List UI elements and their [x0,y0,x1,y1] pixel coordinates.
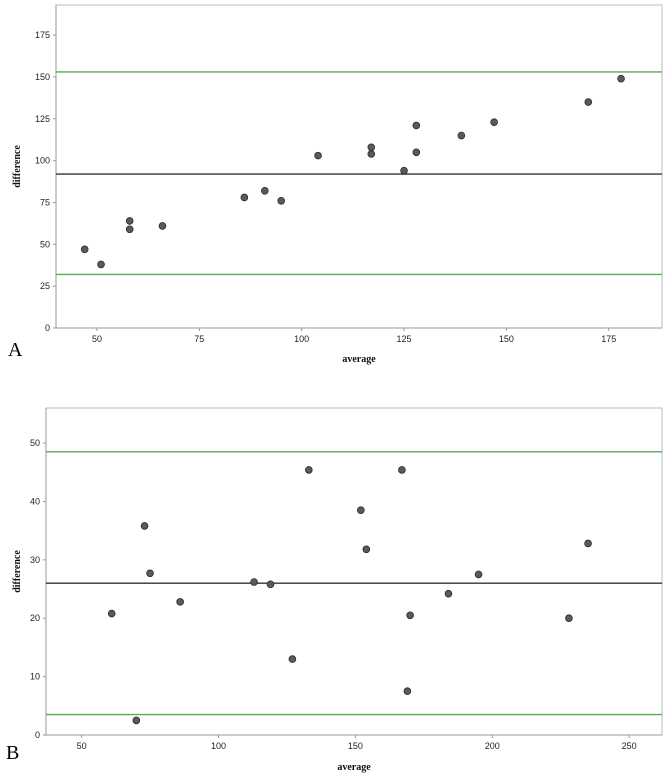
x-tick-label: 50 [92,334,102,344]
y-tick-label: 10 [30,672,40,682]
y-tick-label: 50 [30,438,40,448]
x-axis-title-b: average [337,762,371,773]
data-point [107,609,116,618]
y-tick-label: 150 [35,72,50,82]
data-point [412,148,421,157]
x-tick-label: 175 [601,334,616,344]
x-tick-label: 50 [77,741,87,751]
data-point [240,193,249,202]
reference-lines-b [46,451,662,716]
data-point [261,186,269,195]
data-point [584,98,593,106]
data-point [357,506,365,514]
x-tick-label: 100 [294,334,309,344]
y-tick-label: 40 [30,496,40,506]
data-point [412,121,421,130]
data-point [474,570,483,579]
y-tick-label: 20 [30,613,40,623]
x-ticks-a: 50 75 100 125 150 175 [92,328,616,344]
panel-label-b: B [6,742,19,764]
data-points-a [80,74,625,269]
data-point [444,589,453,598]
y-tick-label: 175 [35,30,50,40]
x-tick-label: 150 [499,334,514,344]
panel-a: 50 75 100 125 150 175 0 25 50 75 100 125 150 175 ave… [8,4,663,365]
data-point [125,217,134,225]
data-point [403,687,412,696]
panel-label-a: A [8,339,23,361]
data-point [176,598,184,606]
data-point [457,131,466,140]
data-point [146,569,154,578]
y-axis-title-b: difference [12,550,23,593]
y-tick-label: 50 [40,239,50,249]
y-tick-label: 30 [30,555,40,565]
reference-lines-a [56,71,662,276]
x-tick-label: 125 [397,334,412,344]
y-axis-title-a: difference [12,145,23,188]
data-point [277,197,286,205]
data-point [305,466,313,474]
data-point [400,166,408,175]
plot-area-b [45,407,663,736]
y-tick-label: 0 [45,323,50,333]
y-tick-label: 25 [40,281,50,291]
data-point [362,545,371,554]
data-point [367,150,376,158]
data-point [266,580,275,589]
y-tick-label: 0 [35,730,40,740]
x-tick-label: 250 [622,741,637,751]
data-point [288,655,297,663]
y-tick-label: 125 [35,114,50,124]
x-tick-label: 75 [194,334,204,344]
data-point [140,522,149,530]
y-tick-label: 100 [35,156,50,166]
y-ticks-b: 0 10 20 30 40 50 [30,438,46,740]
data-point [584,539,592,548]
x-tick-label: 100 [211,741,226,751]
y-ticks-a: 0 25 50 75 100 125 150 175 [35,30,56,333]
data-point [80,245,89,254]
x-ticks-b: 50 100 150 200 250 [77,735,637,751]
data-point [125,225,134,234]
x-tick-label: 200 [485,741,500,751]
data-points-b [107,466,592,725]
data-point [158,222,167,230]
plot-area-a [55,4,663,329]
data-point [565,614,573,623]
x-axis-title-a: average [342,354,376,365]
data-point [97,260,105,269]
x-tick-label: 150 [348,741,363,751]
data-point [406,611,414,620]
data-point [367,143,376,152]
panel-b: 50 100 150 200 250 0 10 20 30 40 50 average diffe… [6,407,663,773]
data-point [132,716,141,725]
data-point [617,74,625,83]
data-point [490,118,498,126]
data-point [398,466,406,474]
y-tick-label: 75 [40,197,50,207]
data-point [250,578,258,586]
data-point [314,151,322,160]
